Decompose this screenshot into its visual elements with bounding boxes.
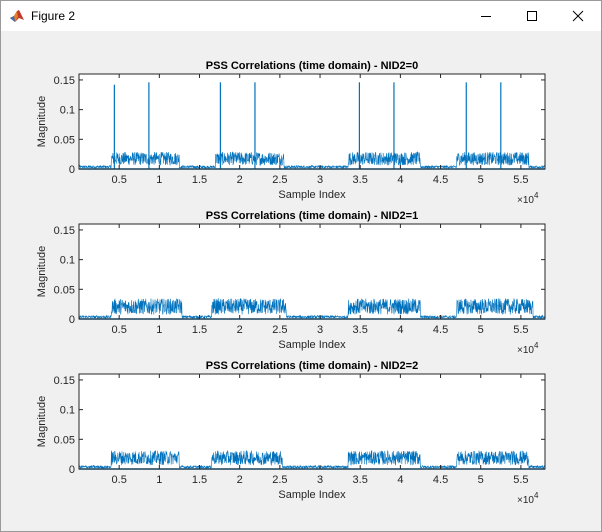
x-tick-label: 1.5 <box>192 174 207 186</box>
x-tick-label: 2 <box>237 474 243 486</box>
x-exponent-label: ×104 <box>517 191 539 206</box>
x-tick-label: 4 <box>397 474 403 486</box>
y-tick-label: 0.05 <box>54 284 75 296</box>
correlation-trace <box>78 449 546 470</box>
y-tick-label: 0 <box>69 164 75 176</box>
x-tick-label: 5.5 <box>513 324 528 336</box>
y-axis-label: Magnitude <box>36 96 48 147</box>
figure-canvas: 0.5 1 1.5 2 2.5 3 3.5 4 4.5 5 5.5 0 0.05 0.1 0.15 PSS … <box>1 31 601 531</box>
x-tick-label: 4 <box>397 324 403 336</box>
x-tick-label: 5.5 <box>513 174 528 186</box>
x-tick-label: 4 <box>397 174 403 186</box>
x-tick-label: 2.5 <box>272 474 287 486</box>
x-tick-label: 5 <box>478 474 484 486</box>
x-tick-label: 1 <box>156 474 162 486</box>
x-tick-label: 2 <box>237 324 243 336</box>
x-axis-label: Sample Index <box>278 339 346 351</box>
x-tick-label: 2.5 <box>272 324 287 336</box>
x-exponent-label: ×104 <box>517 341 539 356</box>
x-axis-label: Sample Index <box>278 489 346 501</box>
x-tick-label: 0.5 <box>112 474 127 486</box>
x-tick-label: 3.5 <box>353 174 368 186</box>
y-tick-label: 0.15 <box>54 375 75 387</box>
x-tick-label: 1 <box>156 324 162 336</box>
x-axis-label: Sample Index <box>278 189 346 201</box>
x-tick-label: 3.5 <box>353 324 368 336</box>
title-bar[interactable]: Figure 2 <box>1 1 601 31</box>
x-tick-label: 5.5 <box>513 474 528 486</box>
maximize-button[interactable] <box>509 1 555 31</box>
close-button[interactable] <box>555 1 601 31</box>
x-tick-label: 0.5 <box>112 174 127 186</box>
x-tick-label: 1.5 <box>192 324 207 336</box>
x-tick-label: 1 <box>156 174 162 186</box>
axes-nid2-0: 0.5 1 1.5 2 2.5 3 3.5 4 4.5 5 5.5 0 0.05 0.1 0.15 PSS … <box>36 60 546 206</box>
x-tick-label: 2.5 <box>272 174 287 186</box>
y-axis-label: Magnitude <box>36 246 48 297</box>
y-tick-label: 0.1 <box>60 105 75 117</box>
x-exponent-label: ×104 <box>517 491 539 506</box>
axes-title: PSS Correlations (time domain) - NID2=0 <box>206 60 418 72</box>
axes-title: PSS Correlations (time domain) - NID2=2 <box>206 360 418 372</box>
x-tick-label: 3 <box>317 324 323 336</box>
y-tick-label: 0.1 <box>60 405 75 417</box>
y-tick-label: 0 <box>69 464 75 476</box>
x-tick-label: 4.5 <box>433 174 448 186</box>
y-tick-label: 0 <box>69 314 75 326</box>
x-tick-label: 5 <box>478 174 484 186</box>
axes-nid2-2: 0.5 1 1.5 2 2.5 3 3.5 4 4.5 5 5.5 0 0.05 0.1 0.15 PSS … <box>36 360 546 506</box>
correlation-trace <box>78 297 546 320</box>
x-tick-label: 3 <box>317 474 323 486</box>
y-tick-label: 0.15 <box>54 225 75 237</box>
matlab-figure-icon <box>9 8 25 24</box>
window-title: Figure 2 <box>31 9 76 23</box>
correlation-trace <box>78 151 546 170</box>
y-tick-label: 0.15 <box>54 75 75 87</box>
maximize-icon <box>527 11 537 21</box>
close-icon <box>572 10 584 22</box>
figure-plots: 0.5 1 1.5 2 2.5 3 3.5 4 4.5 5 5.500.050.10.15 PSS … <box>36 60 546 506</box>
minimize-button[interactable] <box>463 1 509 31</box>
x-tick-label: 4.5 <box>433 324 448 336</box>
x-tick-label: 2 <box>237 174 243 186</box>
x-tick-label: 4.5 <box>433 474 448 486</box>
y-tick-label: 0.05 <box>54 434 75 446</box>
axes-nid2-1: 0.5 1 1.5 2 2.5 3 3.5 4 4.5 5 5.5 0 0.05 0.1 0.15 PSS … <box>36 210 546 356</box>
y-axis-label: Magnitude <box>36 396 48 447</box>
y-tick-label: 0.1 <box>60 255 75 267</box>
axes-title: PSS Correlations (time domain) - NID2=1 <box>206 210 418 222</box>
x-tick-label: 5 <box>478 324 484 336</box>
x-tick-label: 1.5 <box>192 474 207 486</box>
x-tick-label: 3.5 <box>353 474 368 486</box>
x-tick-label: 0.5 <box>112 324 127 336</box>
minimize-icon <box>481 16 491 17</box>
x-tick-label: 3 <box>317 174 323 186</box>
y-tick-label: 0.05 <box>54 134 75 146</box>
